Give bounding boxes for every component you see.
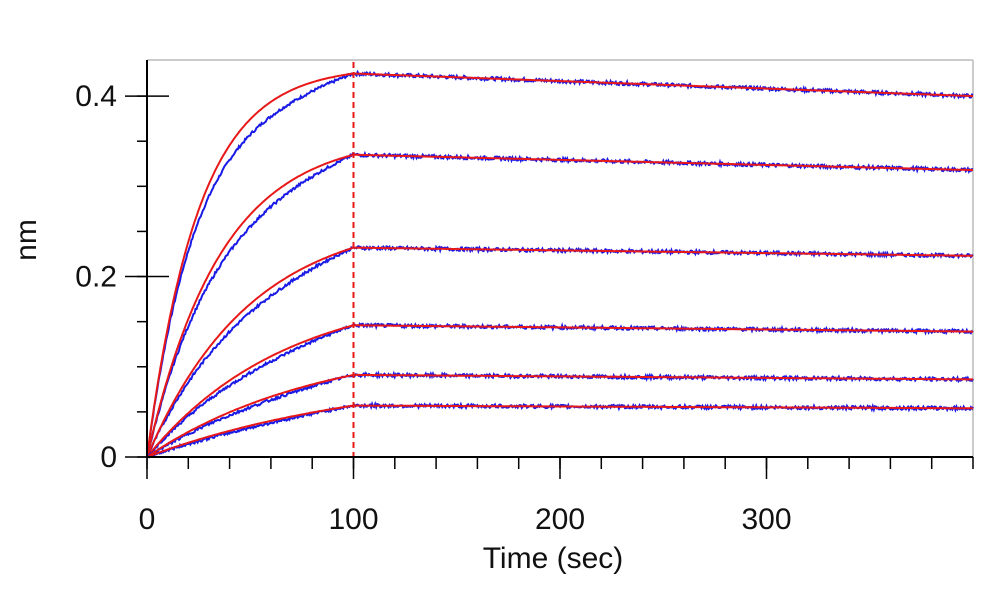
fit-curve-2 xyxy=(146,153,974,458)
y-tick-label: 0.4 xyxy=(75,80,117,113)
fit-curve-5 xyxy=(146,373,973,458)
y-tick-label: 0.2 xyxy=(75,261,117,294)
measured-trace-6 xyxy=(146,400,974,459)
measured-trace-4 xyxy=(146,322,974,458)
x-tick-label: 300 xyxy=(741,503,791,536)
x-tick-label: 0 xyxy=(139,503,156,536)
y-axis-title: nm xyxy=(10,219,43,261)
plot-area xyxy=(146,62,974,459)
plot-frame xyxy=(147,59,974,457)
y-tick-label: 0 xyxy=(100,441,117,474)
x-tick-label: 200 xyxy=(535,503,585,536)
fit-curve-3 xyxy=(146,246,973,458)
measured-trace-5 xyxy=(146,370,974,459)
fit-curve-6 xyxy=(146,404,973,458)
fit-curve-1 xyxy=(146,72,974,458)
x-tick-label: 100 xyxy=(328,503,378,536)
measured-trace-2 xyxy=(146,150,974,457)
fit-curve-4 xyxy=(146,324,973,458)
x-axis-title: Time (sec) xyxy=(483,542,624,575)
axes: 0 100 200 300 0 0.2 0.4 xyxy=(75,60,974,536)
measured-trace-3 xyxy=(146,244,974,458)
